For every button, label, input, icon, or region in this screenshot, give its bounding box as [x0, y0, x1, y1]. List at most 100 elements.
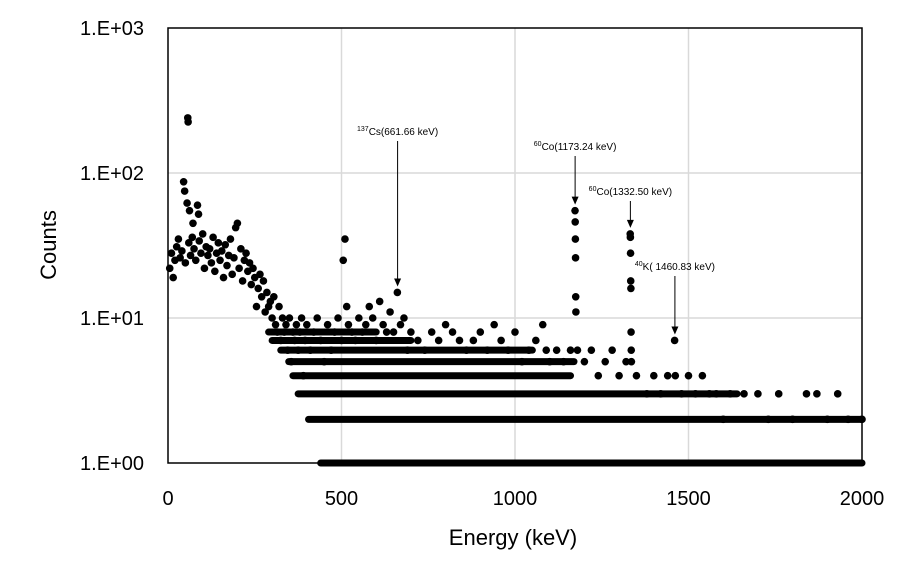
data-point-13: [184, 118, 192, 126]
data-point-165: [643, 390, 651, 398]
data-point-47: [237, 245, 245, 253]
data-point-158: [626, 249, 635, 257]
data-point-39: [223, 261, 231, 270]
data-point-126: [469, 336, 478, 345]
data-point-72: [280, 328, 289, 336]
data-point-60: [259, 277, 268, 285]
data-point-52: [245, 259, 254, 267]
data-point-66: [270, 293, 278, 301]
data-point-102: [355, 314, 363, 322]
data-point-32: [211, 267, 219, 276]
data-point-9: [180, 187, 189, 195]
data-point-94: [334, 314, 342, 322]
data-point-140: [559, 357, 568, 366]
data-point-62: [263, 288, 271, 297]
dense-point-bands: [265, 328, 866, 467]
data-point-69: [275, 302, 283, 311]
data-point-21: [193, 201, 202, 209]
grid-lines: [168, 28, 862, 463]
data-point-174: [698, 371, 707, 380]
data-point-91: [323, 320, 332, 329]
data-point-78: [290, 336, 299, 345]
data-points: [165, 114, 866, 424]
data-point-7: [178, 247, 186, 255]
data-point-79: [292, 320, 301, 329]
data-point-155: [622, 357, 630, 366]
data-point-88: [313, 314, 322, 322]
x-axis-label: Energy (keV): [449, 525, 577, 550]
data-point-92: [327, 346, 335, 354]
data-point-84: [301, 336, 309, 345]
data-point-117: [407, 328, 415, 336]
data-point-22: [194, 210, 203, 218]
data-point-123: [448, 328, 457, 336]
data-point-61: [261, 308, 269, 316]
annotation-isotope-mass-1: 60: [534, 141, 542, 148]
data-point-65: [268, 314, 276, 322]
data-point-180: [754, 390, 762, 398]
data-point-130: [497, 336, 505, 345]
data-point-1: [167, 249, 176, 257]
data-point-164: [632, 371, 641, 380]
data-point-183: [788, 415, 797, 424]
data-point-186: [823, 415, 832, 424]
data-point-131: [504, 346, 512, 354]
data-point-14: [185, 239, 193, 247]
data-point-146: [571, 293, 580, 301]
x-tick-label-3: 1500: [666, 488, 711, 510]
data-point-125: [462, 346, 471, 354]
data-point-168: [663, 371, 672, 380]
data-point-18: [189, 219, 197, 228]
data-point-81: [296, 328, 304, 336]
data-point-122: [441, 320, 450, 329]
data-point-56: [252, 302, 261, 311]
data-point-98: [342, 302, 351, 311]
data-point-50: [242, 249, 250, 257]
annotation-label-0: 137Cs(661.66 keV): [357, 126, 438, 138]
data-point-85: [303, 320, 311, 329]
data-point-139: [552, 346, 561, 354]
annotation-text-1: Co(1173.24 keV): [542, 142, 617, 153]
data-point-70: [276, 336, 285, 345]
data-point-170: [671, 371, 680, 380]
data-point-107: [372, 336, 381, 345]
data-point-179: [740, 390, 748, 398]
data-point-34: [214, 239, 223, 247]
data-point-76: [287, 357, 295, 366]
data-point-42: [228, 270, 236, 279]
data-point-5: [174, 235, 183, 243]
data-point-185: [813, 390, 821, 398]
data-point-15: [185, 206, 194, 215]
data-point-184: [802, 390, 811, 398]
data-point-59: [257, 293, 266, 301]
data-point-137: [542, 346, 551, 354]
data-point-111: [386, 308, 394, 316]
data-point-176: [712, 390, 721, 398]
x-tick-label-4: 2000: [840, 488, 885, 510]
data-point-48: [238, 277, 247, 285]
data-point-129: [490, 320, 498, 329]
data-point-104: [361, 320, 370, 329]
data-point-87: [309, 328, 318, 336]
data-point-114: [396, 320, 405, 329]
y-tick-label-3: 1.E+03: [80, 18, 144, 40]
data-point-2: [169, 273, 178, 282]
tick-labels: 0 500 1000 1500 2000 1.E+00 1.E+01 1.E+02 1.E+03: [80, 18, 884, 510]
data-point-167: [656, 390, 665, 398]
annotation-arrowhead-0: [394, 278, 402, 287]
data-point-57: [254, 284, 263, 293]
data-point-23: [195, 237, 204, 245]
data-point-182: [774, 390, 783, 398]
data-point-29: [205, 245, 214, 253]
data-point-138: [545, 357, 554, 366]
annotation-label-1: 60Co(1173.24 keV): [534, 141, 617, 153]
data-point-187: [833, 390, 842, 398]
data-point-25: [198, 230, 207, 238]
data-point-151: [594, 371, 603, 380]
data-point-171: [677, 390, 686, 398]
data-point-0: [165, 264, 174, 273]
plot-area-frame: [167, 27, 863, 464]
data-point-136: [538, 320, 547, 329]
data-point-28: [204, 251, 212, 260]
